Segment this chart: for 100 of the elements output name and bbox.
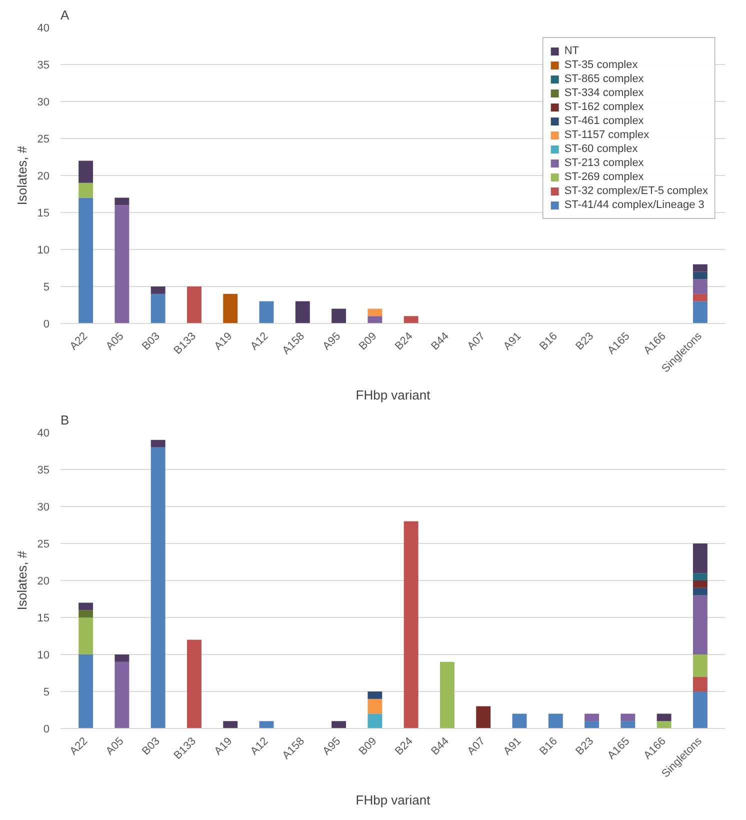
legend-label: ST-461 complex	[564, 114, 644, 128]
legend-label: ST-1157 complex	[564, 128, 650, 142]
bar	[78, 182, 94, 198]
x-tick-label: A91	[501, 735, 524, 758]
bar	[548, 714, 563, 728]
bar	[692, 301, 708, 324]
bar	[692, 676, 708, 692]
bar	[368, 308, 382, 316]
bar	[150, 294, 166, 324]
bar	[332, 721, 346, 728]
bar	[368, 316, 382, 324]
bar	[620, 721, 636, 728]
x-axis-title: FHbp variant	[356, 792, 431, 808]
bar	[584, 714, 600, 722]
y-tick-label: 30	[37, 502, 50, 514]
x-tick-label: B16	[538, 735, 560, 758]
legend-label: ST-865 complex	[564, 72, 644, 86]
bar	[259, 301, 274, 324]
bar	[150, 440, 166, 448]
y-tick-label: 35	[37, 464, 50, 476]
legend-label: ST-162 complex	[564, 100, 644, 114]
bar	[656, 714, 672, 722]
x-tick-label: A95	[320, 735, 344, 758]
y-tick-label: 30	[37, 96, 50, 108]
bar	[692, 692, 708, 728]
bar	[368, 692, 382, 699]
y-tick-label: 15	[37, 208, 50, 220]
bar	[368, 698, 382, 714]
y-tick-label: 5	[43, 686, 50, 698]
bar	[692, 544, 708, 574]
x-tick-label: A19	[212, 330, 235, 353]
x-tick-label: B44	[429, 735, 452, 758]
x-tick-label: B23	[574, 330, 596, 353]
bar	[150, 286, 166, 294]
bar	[476, 706, 491, 728]
bar	[114, 662, 130, 728]
y-tick-label: 10	[37, 244, 50, 256]
x-tick-label: A91	[501, 330, 524, 353]
bar	[186, 286, 202, 324]
y-tick-label: 40	[37, 22, 50, 34]
legend-label: ST-269 complex	[564, 170, 644, 184]
legend-label: NT	[564, 44, 580, 58]
x-tick-label: B44	[429, 330, 452, 353]
legend-label: ST-35 complex	[564, 58, 638, 72]
legend-label: ST-334 complex	[564, 86, 644, 100]
bar	[114, 198, 130, 206]
legend-label: ST-41/44 complex/Lineage 3	[564, 198, 704, 212]
y-tick-label: 15	[37, 612, 50, 624]
x-tick-label: B03	[140, 330, 162, 353]
x-tick-label: A12	[248, 735, 271, 758]
bar	[692, 588, 708, 596]
x-tick-label: B23	[574, 735, 596, 758]
bar	[223, 294, 238, 324]
x-tick-label: A19	[212, 735, 235, 758]
bar	[404, 521, 418, 728]
bar	[223, 721, 238, 728]
bar	[692, 279, 708, 294]
y-tick-label: 35	[37, 60, 50, 72]
bar	[692, 580, 708, 588]
bar	[692, 272, 708, 280]
x-tick-label: A22	[68, 735, 90, 758]
bar	[512, 714, 527, 728]
y-tick-label: 10	[37, 650, 50, 662]
bar	[78, 610, 94, 618]
y-tick-label: 0	[43, 724, 50, 736]
x-axis-title: FHbp variant	[356, 387, 431, 402]
y-tick-label: 20	[37, 170, 50, 182]
chart-title: B	[60, 412, 70, 428]
bar	[78, 618, 94, 654]
y-tick-label: 25	[37, 538, 50, 550]
bar	[440, 662, 454, 728]
x-tick-label: A05	[104, 735, 126, 758]
bar	[692, 654, 708, 677]
bar	[692, 573, 708, 580]
bar	[114, 205, 130, 324]
y-tick-label: 20	[37, 576, 50, 588]
bar	[332, 308, 346, 324]
x-tick-label: B09	[356, 735, 380, 758]
x-tick-label: A95	[320, 330, 344, 353]
legend-label: ST-32 complex/ET-5 complex	[564, 184, 708, 198]
x-tick-label: A05	[104, 330, 126, 353]
legend-label: ST-60 complex	[564, 142, 638, 156]
y-tick-label: 25	[37, 134, 50, 146]
bar	[368, 714, 382, 728]
x-tick-label: B16	[538, 330, 560, 353]
bar	[584, 721, 600, 728]
y-tick-label: 5	[43, 282, 50, 294]
bar	[78, 654, 94, 728]
bar	[692, 294, 708, 302]
y-tick-label: 0	[43, 318, 50, 330]
bar	[186, 640, 202, 728]
bar	[114, 654, 130, 662]
bar	[259, 721, 274, 728]
chart-title: A	[60, 8, 70, 22]
y-axis-title: Isolates, #	[14, 550, 30, 610]
x-tick-label: B09	[356, 330, 380, 353]
bar	[78, 160, 94, 183]
y-tick-label: 40	[37, 428, 50, 440]
y-axis-title: Isolates, #	[14, 145, 30, 206]
x-tick-label: A22	[68, 330, 90, 353]
